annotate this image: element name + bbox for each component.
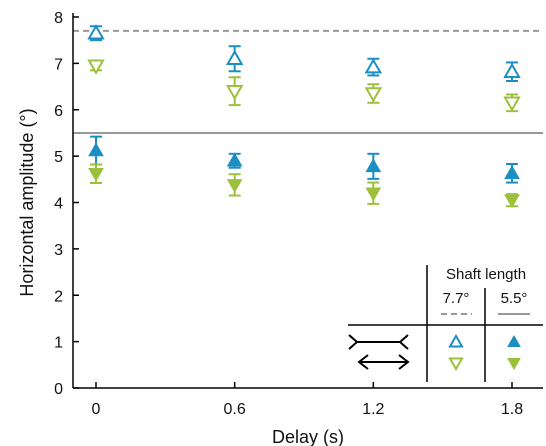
data-point: [365, 187, 382, 202]
series-3: [88, 163, 520, 209]
data-point: [503, 62, 521, 78]
y-tick-label: 3: [54, 242, 63, 259]
legend-title: Shaft length: [446, 266, 526, 283]
data-point: [226, 152, 243, 167]
series-1: [87, 59, 521, 113]
y-tick-label: 2: [54, 288, 63, 305]
series-0: [87, 24, 521, 82]
data-point: [504, 165, 520, 180]
plot-area: [73, 24, 543, 209]
data-point: [365, 158, 382, 173]
fin-left: [357, 354, 369, 370]
y-tick-label: 7: [54, 56, 63, 73]
y-tick-label: 0: [54, 381, 63, 398]
y-axis-ticks: 0 1 2 3 4 5 6 7 8: [54, 10, 79, 398]
y-axis-title: Horizontal amplitude (°): [17, 108, 37, 296]
legend-column-5.5: 5.5°: [501, 290, 528, 307]
x-tick-label: 0.6: [224, 401, 246, 418]
data-point: [504, 194, 520, 209]
legend-marker: [448, 357, 464, 372]
legend-marker: [448, 333, 464, 348]
y-tick-label: 5: [54, 149, 63, 166]
data-point: [88, 142, 104, 157]
data-point: [87, 59, 105, 75]
y-tick-label: 8: [54, 10, 63, 27]
series-2: [88, 135, 520, 184]
data-point: [88, 167, 104, 182]
data-point: [225, 84, 244, 101]
data-point: [364, 58, 383, 74]
data-point: [364, 87, 383, 103]
data-point: [225, 49, 244, 65]
x-axis-title: Delay (s): [272, 427, 344, 446]
y-tick-label: 4: [54, 196, 63, 213]
fin-left: [348, 334, 359, 350]
x-tick-label: 1.8: [501, 401, 523, 418]
data-point: [503, 96, 521, 112]
data-point: [87, 24, 105, 40]
legend-markers: [448, 333, 521, 372]
y-tick-label: 6: [54, 103, 63, 120]
legend-marker: [507, 358, 521, 371]
x-tick-label: 0: [92, 401, 101, 418]
fin-right: [398, 354, 410, 370]
legend: Shaft length 7.7° 5.5°: [348, 265, 543, 382]
x-axis-ticks: 0 0.6 1.2 1.8: [92, 382, 523, 418]
legend-marker: [507, 334, 521, 347]
legend-column-7.7: 7.7°: [443, 290, 470, 307]
x-tick-label: 1.2: [362, 401, 384, 418]
mueller-lyer-figures: [348, 334, 410, 370]
y-tick-label: 1: [54, 335, 63, 352]
data-point: [226, 179, 243, 193]
fin-right: [398, 334, 409, 350]
data-marks: [87, 24, 521, 209]
axes: 0 1 2 3 4 5 6 7 8 0 0.6 1.2 1.8 Delay (s) Horizonta…: [17, 10, 543, 446]
